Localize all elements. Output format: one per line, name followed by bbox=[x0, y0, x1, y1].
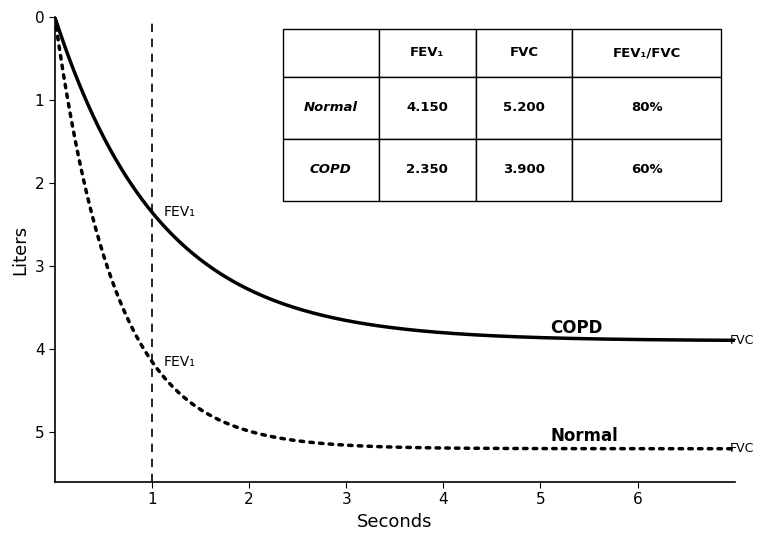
Bar bbox=[572, 139, 721, 201]
Text: FEV₁: FEV₁ bbox=[164, 205, 195, 219]
Bar bbox=[283, 77, 379, 139]
Text: FEV₁/FVC: FEV₁/FVC bbox=[613, 46, 681, 59]
Text: FEV₁: FEV₁ bbox=[410, 46, 444, 59]
Bar bbox=[572, 77, 721, 139]
Text: 2.350: 2.350 bbox=[407, 163, 448, 176]
Bar bbox=[476, 139, 572, 201]
Text: 3.900: 3.900 bbox=[502, 163, 545, 176]
Text: 60%: 60% bbox=[630, 163, 663, 176]
Bar bbox=[283, 29, 379, 77]
Text: Normal: Normal bbox=[550, 427, 618, 445]
Bar bbox=[283, 139, 379, 201]
Text: FVC: FVC bbox=[730, 442, 755, 455]
Text: 5.200: 5.200 bbox=[502, 101, 545, 114]
Bar bbox=[379, 139, 476, 201]
Text: COPD: COPD bbox=[550, 319, 603, 337]
X-axis label: Seconds: Seconds bbox=[357, 513, 433, 531]
Text: COPD: COPD bbox=[310, 163, 352, 176]
Bar bbox=[572, 29, 721, 77]
Text: FVC: FVC bbox=[509, 46, 538, 59]
Text: 80%: 80% bbox=[630, 101, 663, 114]
Text: FVC: FVC bbox=[730, 334, 755, 347]
Bar bbox=[379, 29, 476, 77]
Bar bbox=[379, 77, 476, 139]
Bar bbox=[476, 29, 572, 77]
Y-axis label: Liters: Liters bbox=[11, 224, 29, 275]
Text: Normal: Normal bbox=[304, 101, 358, 114]
Text: 4.150: 4.150 bbox=[407, 101, 448, 114]
Bar bbox=[476, 77, 572, 139]
Text: FEV₁: FEV₁ bbox=[164, 354, 195, 369]
